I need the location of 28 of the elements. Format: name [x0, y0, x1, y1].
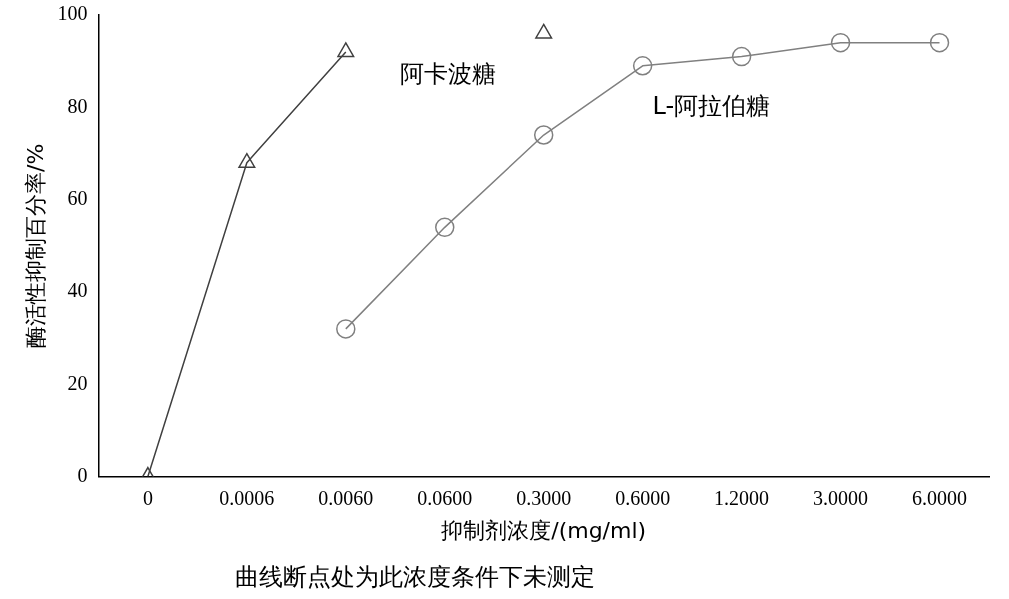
point	[336, 319, 356, 339]
x-tick-label: 0.3000	[516, 486, 572, 509]
point	[929, 32, 950, 53]
y-axis-title: 酶活性抑制百分率/%	[22, 143, 48, 348]
point	[731, 46, 752, 67]
x-tick-label: 3.0000	[813, 486, 869, 509]
x-axis-title: 抑制剂浓度/(mg/ml)	[441, 517, 647, 543]
x-tick-label: 0.0060	[318, 486, 374, 509]
y-tick-label: 20	[67, 371, 88, 394]
y-tick-label: 60	[67, 186, 88, 209]
x-tick-label: 0.0006	[219, 486, 275, 509]
point	[533, 125, 554, 145]
y-tick-label: 100	[57, 2, 88, 25]
x-tick-label: 6.0000	[912, 486, 968, 509]
point	[434, 217, 455, 238]
text: 曲线断点处为此浓度条件下未测定	[234, 563, 595, 591]
series-label: 阿卡波糖	[400, 60, 497, 89]
y-tick-label: 40	[67, 279, 88, 302]
point	[337, 42, 355, 58]
x-tick-label: 0.0600	[417, 486, 473, 509]
y-tick-label: 80	[67, 94, 88, 117]
x-tick-label: 0.6000	[615, 486, 671, 509]
point	[830, 32, 851, 53]
x-tick-label: 1.2000	[714, 486, 770, 509]
series-label: L-阿拉伯糖	[652, 92, 771, 121]
x-tick-label: 0	[142, 486, 153, 509]
y-tick-label: 0	[77, 463, 88, 486]
point	[632, 56, 653, 76]
